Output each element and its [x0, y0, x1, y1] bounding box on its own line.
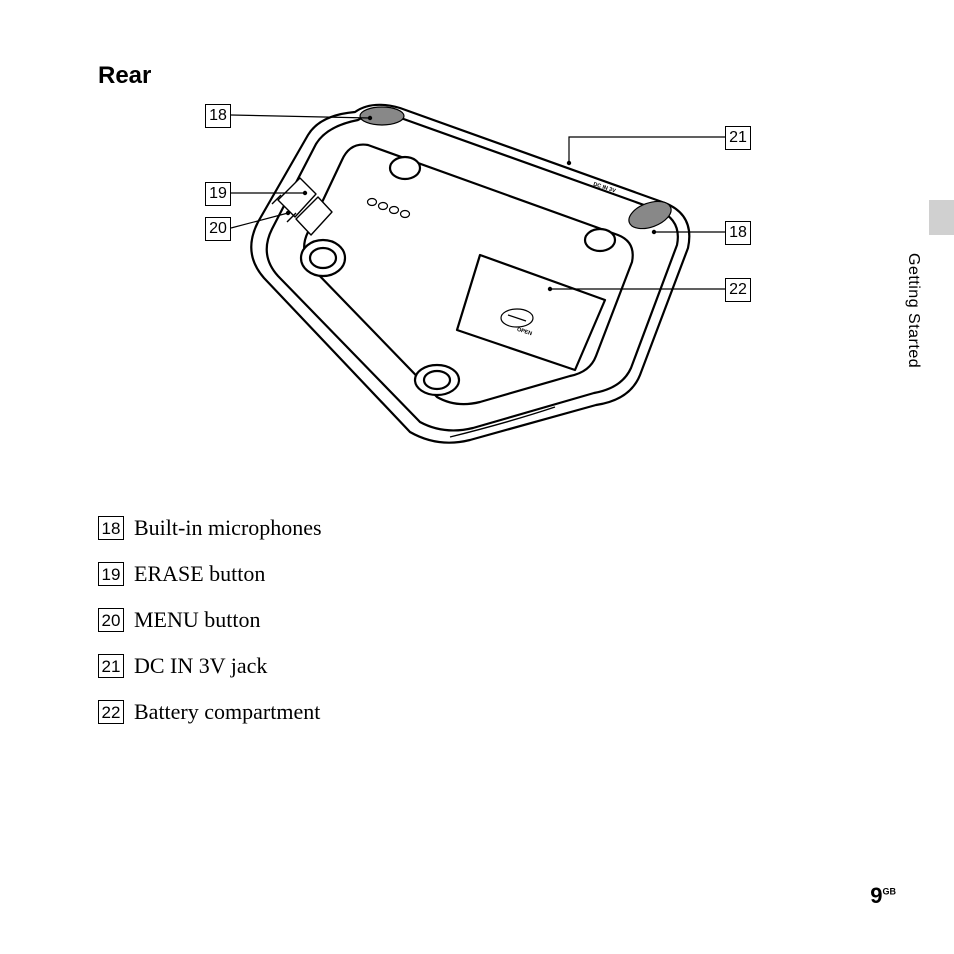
device-rear-diagram: OPEN DC IN 3V: [180, 95, 760, 455]
page-number-suffix: GB: [883, 887, 897, 897]
legend-label: MENU button: [134, 598, 261, 642]
parts-legend: 18 Built-in microphones 19 ERASE button …: [98, 506, 322, 736]
legend-num: 21: [98, 654, 124, 678]
callout-22: 22: [725, 278, 751, 302]
legend-num: 19: [98, 562, 124, 586]
manual-page: Rear Getting Started: [0, 0, 954, 954]
legend-row: 20 MENU button: [98, 598, 322, 642]
section-side-label: Getting Started: [904, 253, 922, 368]
legend-label: ERASE button: [134, 552, 265, 596]
legend-num: 20: [98, 608, 124, 632]
legend-num: 18: [98, 516, 124, 540]
legend-row: 19 ERASE button: [98, 552, 322, 596]
page-number: 9GB: [870, 883, 896, 909]
device-illustration: [251, 105, 689, 443]
legend-row: 22 Battery compartment: [98, 690, 322, 734]
page-number-value: 9: [870, 883, 882, 908]
section-tab: [929, 200, 954, 235]
legend-label: Battery compartment: [134, 690, 320, 734]
callout-19: 19: [205, 182, 231, 206]
legend-label: DC IN 3V jack: [134, 644, 267, 688]
callout-21: 21: [725, 126, 751, 150]
legend-num: 22: [98, 700, 124, 724]
legend-row: 21 DC IN 3V jack: [98, 644, 322, 688]
callout-18-left: 18: [205, 104, 231, 128]
callout-20: 20: [205, 217, 231, 241]
callout-18-right: 18: [725, 221, 751, 245]
section-heading: Rear: [98, 62, 151, 90]
legend-label: Built-in microphones: [134, 506, 322, 550]
legend-row: 18 Built-in microphones: [98, 506, 322, 550]
